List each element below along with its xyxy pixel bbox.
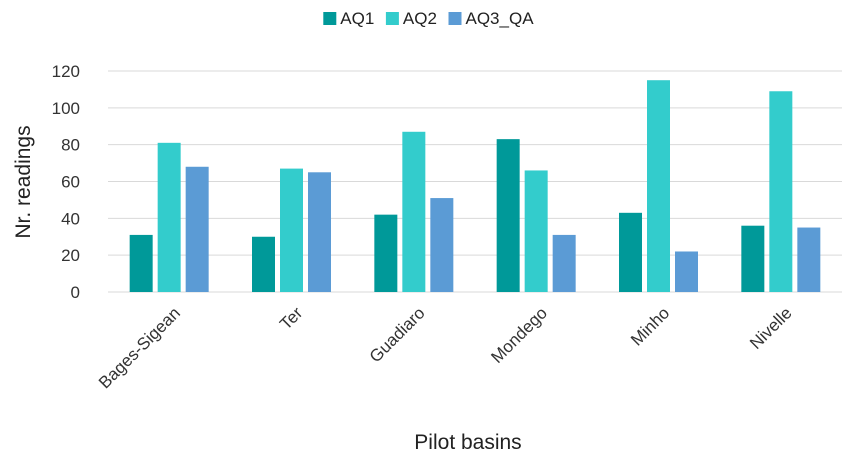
y-tick-label: 60 (61, 173, 80, 192)
x-tick-label: Nivelle (746, 303, 796, 353)
legend: AQ1 AQ2 AQ3_QA (323, 9, 534, 28)
y-tick-label: 0 (71, 283, 80, 302)
y-tick-label: 100 (52, 99, 80, 118)
bar-aq1-mondego (496, 139, 520, 292)
legend-label: AQ3_QA (466, 9, 535, 28)
bar-aq1-ter (252, 236, 275, 292)
y-tick-label: 40 (61, 209, 80, 228)
bar-aq1-bages-sigean (129, 234, 153, 292)
bar-aq2-guadiaro (402, 131, 426, 292)
x-tick-label: Mondego (487, 303, 551, 367)
x-tick-label: Guadiaro (366, 303, 429, 366)
bar-aq1-nivelle (741, 225, 765, 292)
x-tick-label: Minho (627, 303, 673, 349)
legend-swatch-aq3-qa (448, 12, 462, 25)
bar-aq2-mondego (524, 170, 548, 292)
y-tick-label: 20 (61, 246, 80, 265)
bar-aq2-ter (280, 168, 303, 292)
legend-swatch-aq1 (323, 12, 337, 25)
x-tick-label: Bages-Sigean (95, 303, 184, 392)
bar-aq3-qa-guadiaro (430, 198, 454, 292)
x-axis-label: Pilot basins (414, 431, 521, 454)
x-tick-labels: Bages-Sigean Ter Guadiaro Mondego Minho Nivel… (95, 303, 796, 392)
legend-swatch-aq2 (385, 12, 399, 25)
legend-label: AQ1 (340, 9, 374, 28)
y-axis-label: Nr. readings (12, 125, 35, 238)
legend-label: AQ2 (403, 9, 437, 28)
bar-aq3-qa-bages-sigean (185, 166, 209, 292)
bar-aq2-nivelle (769, 91, 793, 292)
bar-aq3-qa-minho (675, 251, 698, 292)
x-tick-label: Ter (276, 303, 306, 333)
bar-aq2-minho (647, 80, 670, 292)
bar-aq1-guadiaro (374, 214, 398, 292)
y-tick-labels: 0 20 40 60 80 100 120 (52, 62, 80, 302)
y-tick-label: 80 (61, 136, 80, 155)
bar-aq3-qa-mondego (552, 234, 576, 292)
bars (129, 80, 821, 292)
gridlines (108, 70, 842, 293)
y-tick-label: 120 (52, 62, 80, 81)
bar-aq1-minho (619, 212, 642, 292)
bar-aq2-bages-sigean (157, 142, 181, 292)
bar-aq3-qa-ter (308, 172, 331, 292)
bar-aq3-qa-nivelle (797, 227, 821, 292)
